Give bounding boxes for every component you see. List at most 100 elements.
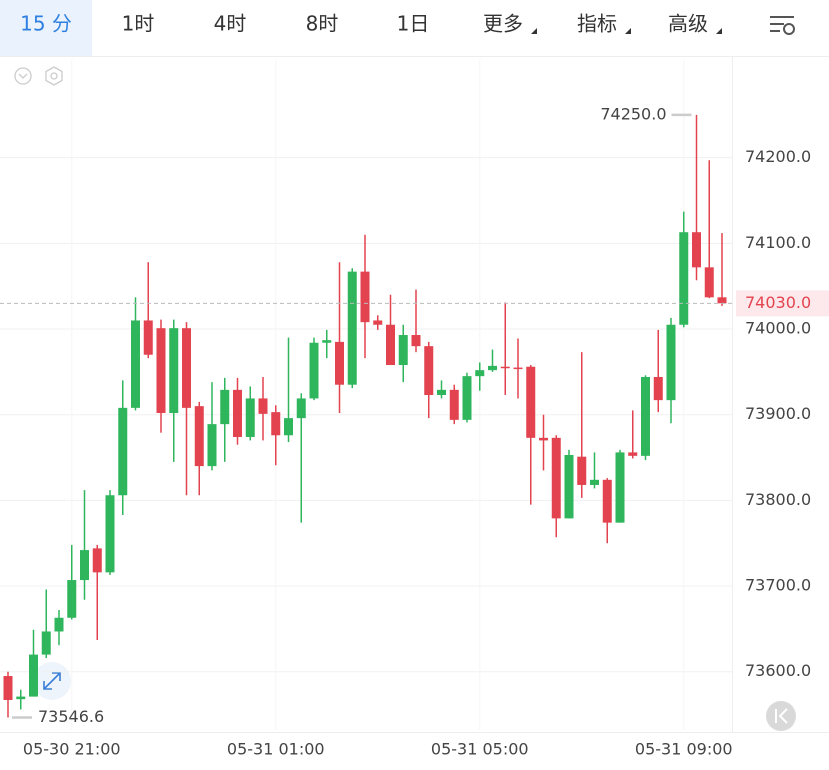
candle <box>653 329 663 413</box>
candle <box>577 352 587 498</box>
candle-body <box>488 365 497 371</box>
candle-body <box>29 654 38 697</box>
candle <box>398 324 408 383</box>
dropdown-triangle <box>531 28 537 34</box>
candle <box>564 449 574 519</box>
candle-body <box>692 232 701 268</box>
collapse-icon[interactable] <box>14 67 32 85</box>
candle <box>16 689 26 710</box>
candle <box>258 377 268 441</box>
candle <box>80 490 89 600</box>
candle-body <box>526 366 536 438</box>
candle-body <box>105 495 115 573</box>
candle-body <box>3 676 13 701</box>
candle <box>437 380 446 399</box>
candle <box>3 671 13 718</box>
candle <box>666 317 676 424</box>
candle-body <box>118 407 128 496</box>
candle <box>194 401 204 496</box>
y-tick-label: 73800.0 <box>745 490 811 509</box>
candle-body <box>347 271 357 385</box>
candle <box>551 435 561 538</box>
candle-body <box>296 398 306 419</box>
tab-selected-bg <box>0 0 92 56</box>
candle <box>411 289 421 353</box>
candle-body <box>539 437 548 441</box>
candle-body <box>704 267 714 298</box>
candle-body <box>131 320 140 408</box>
expand-button[interactable] <box>33 662 71 700</box>
candle-body <box>169 328 179 413</box>
candle <box>29 629 38 697</box>
tab[interactable]: 1日 <box>397 12 430 36</box>
candle <box>488 349 497 372</box>
candle-body <box>564 454 574 519</box>
candle-body <box>284 418 293 436</box>
candle <box>679 211 689 328</box>
candle-body <box>500 366 510 369</box>
candle-body <box>92 548 102 573</box>
tab[interactable]: 更多 <box>483 12 523 36</box>
candle-body <box>437 389 446 395</box>
x-tick-label: 05-31 09:00 <box>635 740 733 759</box>
candle-body <box>309 342 319 399</box>
candle-body <box>360 271 370 323</box>
candle-body <box>80 550 89 581</box>
tab[interactable]: 高级 <box>668 12 708 36</box>
candle-body <box>653 377 663 401</box>
candle <box>220 377 230 462</box>
candle <box>54 610 64 646</box>
candle-body <box>156 328 166 413</box>
candle <box>335 262 344 413</box>
candle <box>602 478 612 544</box>
indicator-settings-icon[interactable] <box>45 66 63 86</box>
candle <box>475 362 485 391</box>
toolbar <box>0 0 829 56</box>
candle-body <box>615 452 625 523</box>
settings-icon[interactable] <box>770 16 795 35</box>
candle <box>513 338 523 399</box>
x-tick-label: 05-31 05:00 <box>431 740 529 759</box>
candle <box>462 372 472 423</box>
candle <box>296 393 306 523</box>
dropdown-triangle <box>625 28 631 34</box>
candle-body <box>182 328 191 408</box>
candle <box>373 315 383 330</box>
candle-body <box>271 412 281 436</box>
candle-body <box>322 340 332 343</box>
candle <box>424 341 434 419</box>
candle <box>717 233 727 306</box>
candle <box>67 544 77 620</box>
candle-body <box>449 389 459 420</box>
candle-body <box>398 335 408 366</box>
candle <box>692 114 701 281</box>
scroll-to-latest-button[interactable] <box>766 701 796 731</box>
candle <box>233 377 242 445</box>
candle <box>245 386 255 441</box>
tab[interactable]: 指标 <box>577 12 617 36</box>
candle-body <box>641 377 650 456</box>
candle <box>386 294 395 366</box>
candle-body <box>386 324 395 366</box>
candle-body <box>590 479 599 485</box>
candle <box>628 410 638 459</box>
candle <box>449 384 459 425</box>
tab[interactable]: 8时 <box>306 12 339 36</box>
candle <box>641 375 650 461</box>
tab[interactable]: 15 分 <box>20 12 72 36</box>
candle-body <box>258 398 268 414</box>
tab[interactable]: 4时 <box>214 12 247 36</box>
candle-body <box>462 376 472 420</box>
candle-body <box>207 424 217 467</box>
candle <box>309 337 319 401</box>
x-tick-label: 05-31 01:00 <box>227 740 325 759</box>
candle <box>539 414 548 471</box>
tab[interactable]: 1时 <box>122 12 155 36</box>
candle-body <box>67 580 77 618</box>
candle <box>284 337 293 443</box>
candle-body <box>54 617 64 632</box>
candle-body <box>41 631 51 655</box>
candle <box>347 268 357 389</box>
